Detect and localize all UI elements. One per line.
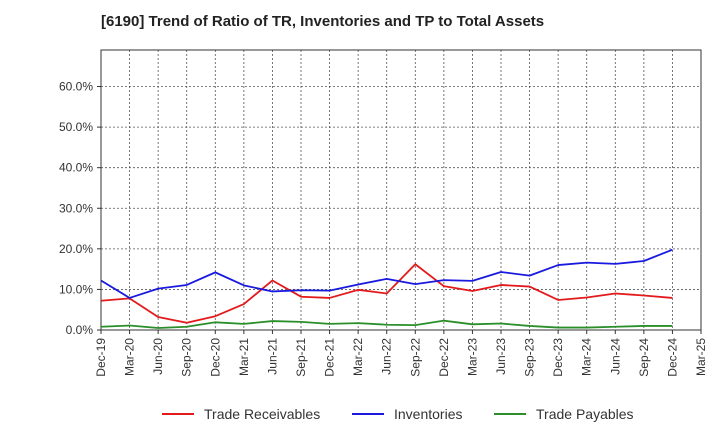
x-tick-label: Jun-22 (380, 338, 394, 375)
x-tick-label: Dec-24 (665, 338, 679, 377)
x-tick-label: Dec-23 (551, 338, 565, 377)
x-tick-label: Dec-22 (437, 338, 451, 377)
plot-background (101, 50, 701, 330)
x-tick-label: Jun-24 (608, 338, 622, 375)
series-lines (100, 248, 673, 329)
legend: Trade Receivables Inventories Trade Payabl… (162, 406, 634, 422)
x-tick-label: Jun-20 (151, 338, 165, 375)
x-tick-label: Mar-22 (351, 338, 365, 376)
x-tick-label: Dec-21 (323, 338, 337, 377)
series-line-trade-payables (100, 319, 673, 329)
x-tick-label: Sep-20 (180, 338, 194, 377)
x-tick-label: Jun-21 (265, 338, 279, 375)
x-tick-label: Mar-25 (694, 338, 708, 376)
x-tick-label: Sep-23 (523, 338, 537, 377)
x-tick-label: Jun-23 (494, 338, 508, 375)
y-tick-label: 40.0% (59, 161, 93, 175)
x-tick-label: Dec-19 (94, 338, 108, 377)
legend-label: Inventories (394, 406, 462, 422)
x-tick-label: Sep-22 (408, 338, 422, 377)
series-line-inventories (100, 248, 673, 299)
x-tick-label: Mar-20 (123, 338, 137, 376)
x-tick-label: Sep-24 (637, 338, 651, 377)
x-tick-label: Dec-20 (208, 338, 222, 377)
y-tick-label: 30.0% (59, 201, 93, 215)
x-tick-label: Mar-24 (580, 338, 594, 376)
plot-frame (100, 49, 702, 331)
y-tick-label: 0.0% (66, 323, 94, 337)
legend-label: Trade Payables (536, 406, 634, 422)
plot-area (101, 50, 701, 330)
grid-lines (101, 50, 701, 330)
legend-label: Trade Receivables (204, 406, 320, 422)
chart-title: [6190] Trend of Ratio of TR, Inventories… (101, 13, 545, 30)
y-tick-label: 60.0% (59, 80, 93, 94)
series-line-trade-receivables (100, 263, 673, 324)
x-tick-label: Sep-21 (294, 338, 308, 377)
y-tick-label: 10.0% (59, 282, 93, 296)
y-tick-label: 20.0% (59, 242, 93, 256)
y-tick-label: 50.0% (59, 120, 93, 134)
x-tick-label: Mar-21 (237, 338, 251, 376)
axes: 0.0% 10.0% 20.0% 30.0% 40.0% 50.0% 60.0% Dec-19… (59, 49, 708, 377)
x-tick-label: Mar-23 (465, 338, 479, 376)
